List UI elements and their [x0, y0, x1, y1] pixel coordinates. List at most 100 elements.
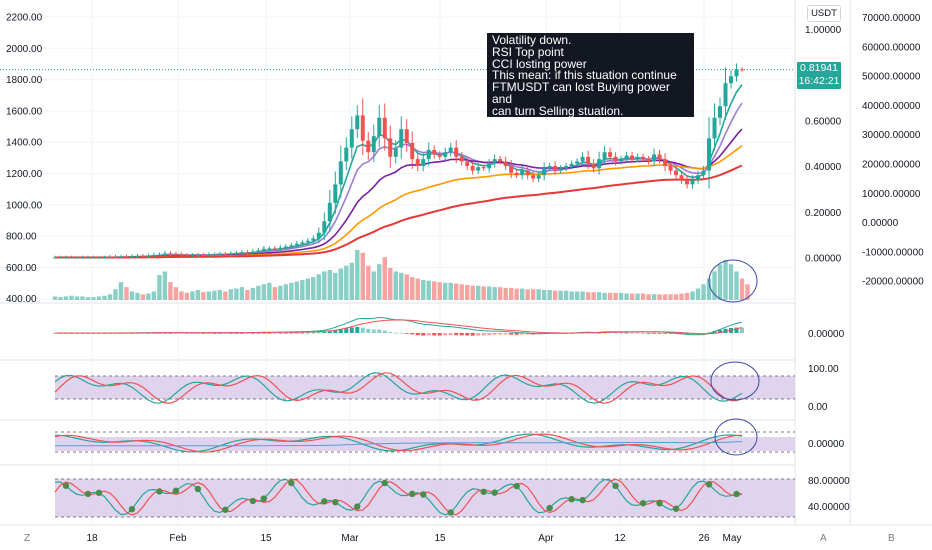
- candle-body: [663, 159, 668, 166]
- macd-histogram-bar: [272, 332, 277, 334]
- candle-body: [586, 156, 591, 164]
- volume-bar: [415, 278, 420, 300]
- volume-bar: [146, 293, 151, 300]
- volume-bar: [377, 264, 382, 300]
- volume-bar: [569, 291, 574, 300]
- volume-bar: [239, 287, 245, 300]
- volume-bar: [629, 293, 635, 300]
- corner-label-left[interactable]: Z: [24, 533, 31, 544]
- volume-bar: [508, 287, 514, 300]
- volume-bar: [684, 292, 690, 300]
- candle-body: [217, 253, 222, 255]
- volume-bar: [607, 292, 613, 300]
- volume-bar: [201, 292, 206, 300]
- volume-bar: [206, 291, 212, 300]
- stochastic-axis-tick: 80.00000: [808, 476, 850, 487]
- left-axis-tick: 2200.00: [6, 13, 43, 24]
- candle-body: [624, 155, 629, 160]
- stochastic-cross-dot: [447, 509, 454, 516]
- macd-histogram-bar: [250, 332, 255, 334]
- stochastic-cross-dot: [321, 498, 328, 505]
- volume-bar: [327, 270, 332, 300]
- candle-body: [333, 184, 338, 203]
- volume-bar: [63, 296, 69, 300]
- left-axis-tick: 1600.00: [6, 106, 43, 117]
- candle-body: [228, 253, 233, 255]
- x-axis-tick: 18: [86, 533, 98, 544]
- macd-histogram-bar: [613, 332, 618, 334]
- candle-body: [443, 152, 448, 157]
- macd-histogram-bar: [641, 332, 646, 334]
- macd-histogram-bar: [311, 332, 316, 334]
- volume-bar: [382, 257, 387, 300]
- rsi-circle: [710, 361, 760, 401]
- candle-body: [102, 257, 107, 259]
- stochastic-cross-dot: [491, 489, 498, 496]
- ema-9-line: [55, 102, 743, 259]
- candle-body: [250, 251, 255, 253]
- macd-histogram-bar: [443, 333, 448, 336]
- macd-histogram-bar: [223, 332, 228, 334]
- volume-bar: [536, 289, 541, 300]
- volume-bar: [113, 289, 118, 300]
- stoch-rsi-k-line: [54, 372, 743, 404]
- macd-histogram-bar: [206, 333, 211, 334]
- candle-body: [646, 159, 651, 162]
- candle-body: [63, 257, 68, 259]
- volume-bar: [294, 281, 300, 300]
- candle-body: [729, 76, 734, 84]
- candle-body: [85, 257, 90, 259]
- stochastic-cross-dot: [656, 500, 663, 507]
- candle-body: [388, 138, 393, 157]
- x-axis-tick: 26: [698, 533, 710, 544]
- ema-80-line: [55, 164, 743, 259]
- annotation-note[interactable]: Volatility down. RSI Top point CCI losting…: [487, 33, 694, 128]
- macd-histogram-bar: [619, 332, 624, 334]
- volume-bar: [245, 290, 250, 300]
- volume-bar: [613, 292, 618, 300]
- candle-body: [91, 257, 96, 259]
- candle-body: [146, 255, 151, 257]
- volume-bar: [355, 250, 360, 300]
- candle-body: [151, 255, 156, 257]
- macd-histogram-bar: [239, 332, 244, 334]
- volume-bar: [657, 294, 662, 300]
- stochastic-cross-dot: [513, 482, 520, 490]
- left-axis-tick: 1400.00: [6, 138, 43, 149]
- macd-histogram-bar: [404, 333, 409, 334]
- x-axis-tick: Feb: [169, 533, 187, 544]
- volume-bar: [437, 282, 442, 300]
- corner-label-a1[interactable]: A: [820, 533, 827, 544]
- currency-button[interactable]: USDT: [807, 5, 841, 22]
- x-axis-tick: Mar: [341, 533, 359, 544]
- volume-bar: [272, 287, 278, 300]
- candle-body: [349, 129, 354, 148]
- candle-body: [459, 156, 464, 162]
- volume-bar: [322, 271, 327, 300]
- stochastic-cross-dot: [546, 504, 553, 512]
- macd-histogram-bar: [426, 333, 431, 336]
- corner-label-b[interactable]: B: [888, 533, 895, 544]
- right-axis-tick: 1.00000: [805, 25, 842, 36]
- x-axis-tick: Apr: [538, 533, 554, 544]
- volume-bar: [712, 271, 717, 300]
- annotation-line: CCI losting power: [492, 56, 587, 71]
- macd-histogram-bar: [525, 333, 530, 335]
- candle-body: [448, 147, 453, 153]
- candle-body: [366, 140, 371, 153]
- candle-body: [360, 115, 365, 141]
- ema-20-line: [55, 128, 743, 259]
- stochastic-cross-dot: [172, 487, 180, 494]
- candle-body: [239, 252, 244, 254]
- macd-histogram-bar: [415, 333, 420, 336]
- volume-bar: [102, 295, 107, 300]
- volume-bar: [135, 292, 140, 300]
- volume-bar: [140, 294, 146, 300]
- stochastic-cross-dot: [222, 506, 229, 513]
- macd-histogram-bar: [289, 332, 294, 334]
- right-axis-tick: 0.40000: [805, 162, 842, 173]
- volume-bar: [432, 281, 437, 300]
- left-axis-tick: 1200.00: [6, 169, 43, 180]
- volume-bar: [393, 271, 398, 300]
